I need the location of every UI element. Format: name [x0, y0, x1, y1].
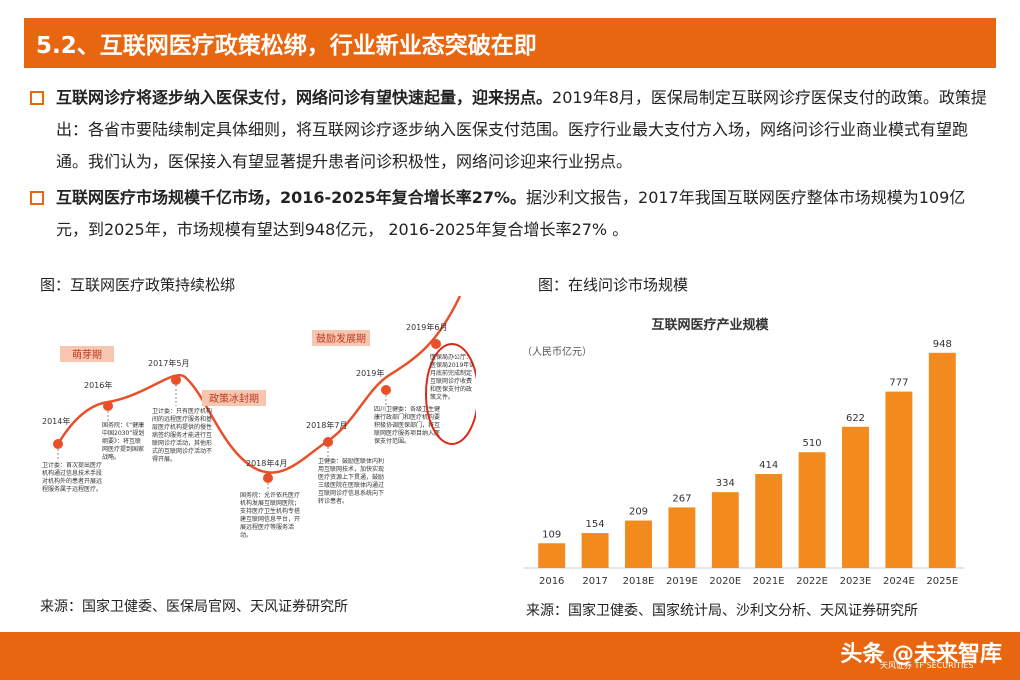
phase-badge: [60, 346, 114, 362]
page-title: 5.2、互联网医疗政策松绑，行业新业态突破在即: [36, 33, 537, 59]
milestone-date: 2018年7月: [306, 420, 347, 430]
bullet-2-body: 互联网医疗市场规模千亿市场，2016-2025年复合增长率27%。据沙利文报告，…: [56, 182, 996, 246]
bullet-1-text: 2019年8月，医保局制定互联网诊疗医保支付的政策。政策提出：各省市要陆续制定具…: [56, 88, 987, 171]
milestone-date: 2018年4月: [246, 458, 287, 468]
bullet-1-body: 互联网诊疗将逐步纳入医保支付，网络问诊有望快速起量，迎来拐点。2019年8月，医…: [56, 82, 996, 178]
bar-value-label: 622: [846, 413, 865, 424]
milestone-date: 2017年5月: [148, 358, 189, 368]
bar-value-label: 209: [629, 507, 648, 518]
x-tick-label: 2021E: [753, 576, 785, 587]
bullet-1: 互联网诊疗将逐步纳入医保支付，网络问诊有望快速起量，迎来拐点。2019年8月，医…: [30, 82, 990, 182]
phase-badge: [312, 330, 370, 346]
milestone-dot: [323, 437, 333, 447]
bar-2025E: [928, 352, 956, 568]
right-figure-source: 来源：国家卫健委、国家统计局、沙利文分析、天风证券研究所: [526, 603, 918, 619]
brand-logo-text: 天风证券 TF SECURITIES: [880, 661, 974, 670]
milestone-date: 2016年: [84, 380, 112, 390]
highlight-ellipse: [425, 343, 476, 445]
milestone-note: 卫计委：首次提出医疗机构通过信息技术手段对机构外的患者开展远程服务属于远程医疗。: [42, 462, 102, 493]
bullet-2: 互联网医疗市场规模千亿市场，2016-2025年复合增长率27%。据沙利文报告，…: [30, 182, 990, 246]
bar-2021E: [755, 474, 783, 568]
milestone-dot: [171, 375, 181, 385]
bullet-1-bold: 互联网诊疗将逐步纳入医保支付，网络问诊有望快速起量，迎来拐点。: [56, 88, 553, 107]
x-tick-label: 2016: [539, 576, 564, 587]
bar-2020E: [711, 492, 739, 568]
milestone-dot: [263, 473, 273, 483]
x-tick-label: 2025E: [926, 576, 958, 587]
bar-2024E: [885, 391, 913, 568]
bar-2023E: [842, 426, 869, 568]
milestone-date: 2014年: [42, 416, 70, 426]
milestone-note-highlight: 医保局办公厅：医保局2019年9月底前完成制定互联网诊疗收费和医保支付的政策文件…: [430, 354, 473, 401]
bar-value-label: 154: [586, 519, 605, 530]
x-tick-label: 2024E: [883, 576, 915, 587]
milestone-note: 卫计委：只有医疗机构间的远程医疗服务和基层医疗机构提供的慢性病签约服务才能进行互…: [152, 408, 212, 463]
x-tick-label: 2020E: [709, 576, 741, 587]
x-tick-label: 2022E: [796, 576, 828, 587]
x-tick-label: 2017: [582, 576, 607, 587]
bar-2018E: [625, 520, 652, 568]
milestone-note: 卫健委：鼓励医联体内利用互联网技术，加快实现医疗资源上下贯通，鼓励三级医院在医联…: [318, 458, 384, 505]
watermark: 头条 @未来智库: [840, 642, 1002, 667]
bar-value-label: 510: [803, 438, 822, 449]
bar-2017: [581, 533, 609, 568]
milestone-dot: [431, 339, 441, 349]
milestone-date: 2019年6月: [406, 322, 447, 332]
bar-value-label: 109: [542, 529, 561, 540]
bar-value-label: 414: [759, 460, 778, 471]
chart-ylabel: （人民币亿元）: [522, 345, 592, 358]
policy-timeline-figure: 萌芽期 政策冰封期 鼓励发展期 2014年 2016年 2017年5月 2018…: [42, 296, 476, 539]
x-tick-label: 2018E: [623, 576, 655, 587]
milestone-dot: [381, 385, 391, 395]
bar-value-label: 777: [889, 378, 908, 389]
bars-group: 109 2016 154 2017 209 2018E 267 2019E 334 2020E 41…: [538, 339, 958, 587]
milestone-note: 国务院：《“健康中国2030”规划纲要》：将互联网医疗提到国家战略。: [102, 422, 144, 461]
milestone-date: 2019年: [356, 368, 384, 378]
left-figure-caption: 图：互联网医疗政策持续松绑: [40, 276, 236, 294]
timeline-curve: [56, 296, 462, 474]
bar-value-label: 267: [672, 493, 691, 504]
milestone-dot: [53, 439, 63, 449]
bar-2019E: [668, 507, 696, 568]
milestone-note: 四川卫健委：各级卫生健康行政部门和医疗机构要积极协调医保部门，将互联网医疗服务项…: [374, 406, 440, 445]
bar-2016: [538, 543, 566, 568]
left-figure-source: 来源：国家卫健委、医保局官网、天风证券研究所: [40, 599, 348, 615]
bar-value-label: 948: [933, 339, 952, 350]
x-tick-label: 2019E: [666, 576, 698, 587]
bar-2022E: [798, 452, 826, 568]
title-bar: 5.2、互联网医疗政策松绑，行业新业态突破在即: [24, 18, 996, 68]
square-bullet-icon: [30, 191, 44, 205]
milestone-note: 国务院：允许依托医疗机构发展互联网医院；支持医疗卫生机构专搭建互联网信息平台，开…: [240, 492, 300, 539]
right-figure-caption: 图：在线问诊市场规模: [538, 276, 689, 294]
milestone-dot: [103, 401, 113, 411]
phase-label-budding: 萌芽期: [72, 348, 102, 361]
bullet-2-text: 据沙利文报告，2017年我国互联网医疗整体市场规模为109亿元，到2025年，市…: [56, 188, 966, 239]
chart-title: 互联网医疗产业规模: [651, 317, 769, 333]
bar-value-label: 334: [716, 478, 735, 489]
phase-badge: [202, 390, 266, 406]
phase-label-frozen: 政策冰封期: [209, 392, 259, 405]
bullet-2-bold: 互联网医疗市场规模千亿市场，2016-2025年复合增长率27%。: [56, 188, 527, 207]
phase-label-encourage: 鼓励发展期: [316, 332, 366, 345]
footer-bar: [0, 632, 1020, 680]
square-bullet-icon: [30, 91, 44, 105]
x-tick-label: 2023E: [840, 576, 872, 587]
market-size-chart: 互联网医疗产业规模 （人民币亿元） 109 2016 154 2017 209 2018E…: [520, 303, 970, 590]
